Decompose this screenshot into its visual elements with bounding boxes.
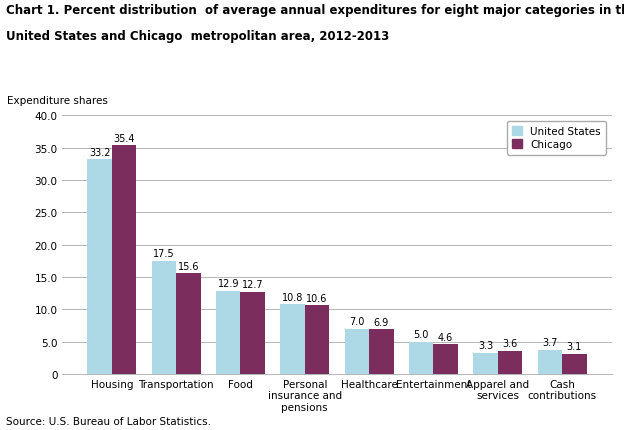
Bar [280,304,305,374]
Bar [434,344,458,374]
Bar [474,353,498,374]
Legend: United States, Chicago: United States, Chicago [507,121,607,155]
Bar [152,261,176,374]
Bar [216,291,240,374]
Bar [562,354,587,374]
Text: 10.8: 10.8 [282,292,303,302]
Text: 7.0: 7.0 [349,316,364,326]
Text: 4.6: 4.6 [438,332,453,342]
Bar [87,160,112,374]
Text: 15.6: 15.6 [178,261,199,271]
Text: Chart 1. Percent distribution  of average annual expenditures for eight major ca: Chart 1. Percent distribution of average… [6,4,624,17]
Bar [409,342,434,374]
Text: Expenditure shares: Expenditure shares [7,96,109,106]
Text: 3.7: 3.7 [542,338,558,347]
Text: 33.2: 33.2 [89,147,110,157]
Text: 17.5: 17.5 [153,249,175,258]
Bar [240,292,265,374]
Bar [305,306,329,374]
Text: Source: U.S. Bureau of Labor Statistics.: Source: U.S. Bureau of Labor Statistics. [6,416,212,426]
Bar [176,273,200,374]
Text: 6.9: 6.9 [374,317,389,327]
Text: 12.9: 12.9 [218,278,239,288]
Text: 35.4: 35.4 [114,133,135,143]
Text: 3.3: 3.3 [478,340,493,350]
Text: United States and Chicago  metropolitan area, 2012-2013: United States and Chicago metropolitan a… [6,30,389,43]
Text: 12.7: 12.7 [242,280,263,290]
Text: 3.6: 3.6 [502,338,518,348]
Bar [498,351,522,374]
Bar [112,146,136,374]
Bar [538,350,562,374]
Text: 5.0: 5.0 [414,329,429,339]
Text: 10.6: 10.6 [306,293,328,303]
Text: 3.1: 3.1 [567,341,582,352]
Bar [344,329,369,374]
Bar [369,329,394,374]
